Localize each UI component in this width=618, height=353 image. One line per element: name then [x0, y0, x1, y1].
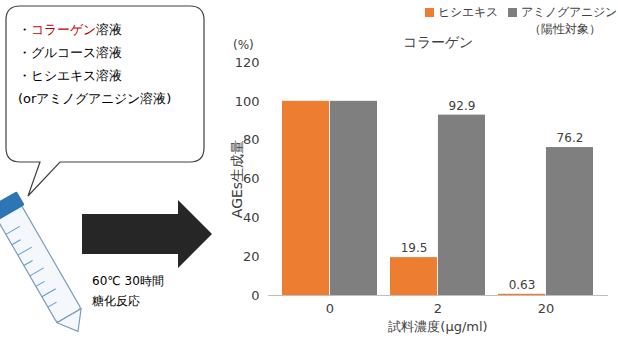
- html-text:試料濃度(μg/ml): 試料濃度(μg/ml): [388, 319, 488, 334]
- html-text:ヒシエキス: ヒシエキス: [438, 5, 498, 19]
- svg-text:19.5: 19.5: [401, 241, 428, 255]
- html-text:コラーゲン: コラーゲン: [403, 34, 473, 50]
- svg-text:0.63: 0.63: [509, 278, 536, 292]
- svg-text:・ヒシエキス溶液: ・ヒシエキス溶液: [18, 68, 122, 83]
- svg-text:・グルコース溶液: ・グルコース溶液: [18, 45, 122, 60]
- svg-text:76.2: 76.2: [557, 131, 584, 145]
- svg-text:・コラーゲン溶液: ・コラーゲン溶液: [18, 22, 122, 37]
- svg-text:100: 100: [235, 93, 260, 108]
- svg-text:60: 60: [243, 171, 260, 186]
- html-text:（陽性対象）: （陽性対象）: [529, 22, 601, 36]
- svg-text:0: 0: [326, 301, 334, 316]
- svg-text:92.9: 92.9: [449, 99, 476, 113]
- svg-text:糖化反応: 糖化反応: [92, 294, 140, 308]
- svg-text:2: 2: [434, 301, 442, 316]
- svg-text:60℃ 30時間: 60℃ 30時間: [92, 274, 164, 288]
- html-text:アミノグアニジン: アミノグアニジン: [521, 5, 617, 19]
- svg-text:20: 20: [243, 249, 260, 264]
- svg-text:80: 80: [243, 132, 260, 147]
- html-text:AGEs生成量: AGEs生成量: [229, 139, 245, 218]
- svg-text:40: 40: [243, 210, 260, 225]
- svg-text:120: 120: [235, 55, 260, 70]
- svg-text:20: 20: [538, 301, 555, 316]
- svg-text:0: 0: [251, 288, 259, 303]
- svg-text:(orアミノグアニジン溶液): (orアミノグアニジン溶液): [18, 91, 171, 106]
